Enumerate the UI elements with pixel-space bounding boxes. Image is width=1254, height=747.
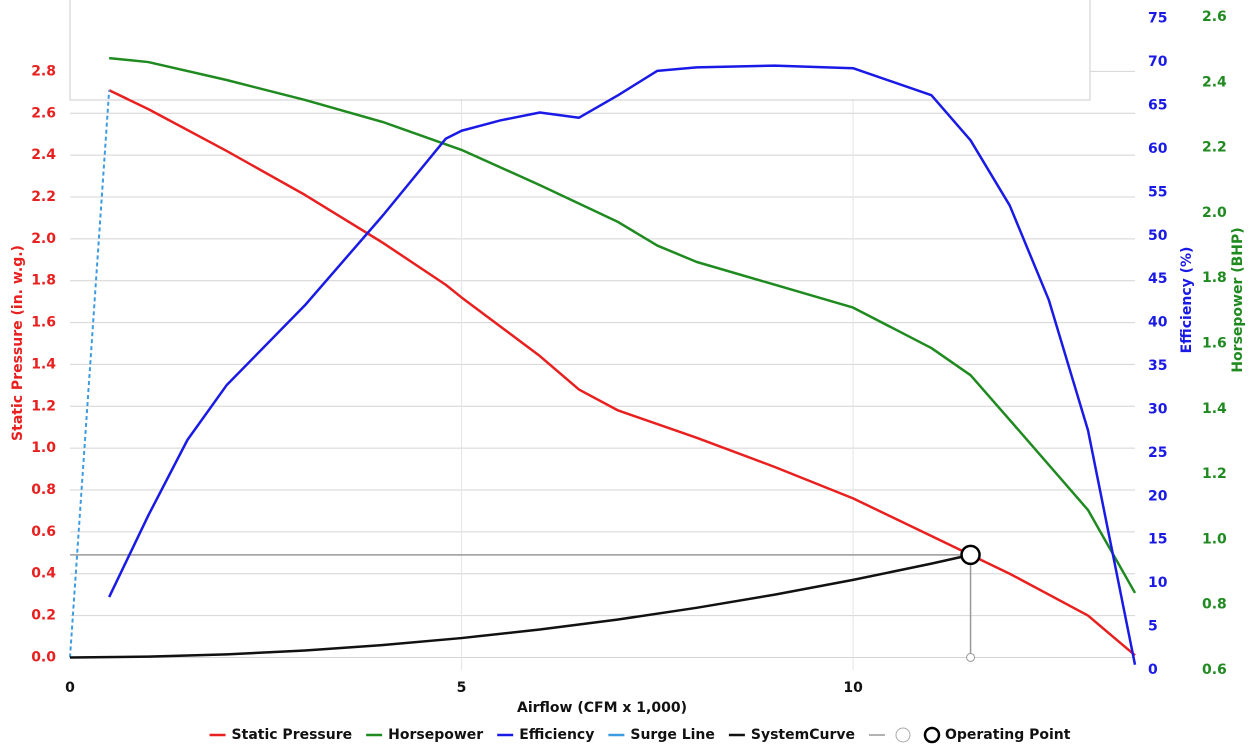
series-line bbox=[69, 553, 971, 659]
legend-label: Static Pressure bbox=[232, 727, 353, 743]
y2-tick-label: 60 bbox=[1148, 141, 1168, 157]
legend-label: Efficiency bbox=[519, 727, 594, 743]
y3-tick-label: 2.2 bbox=[1202, 140, 1227, 156]
x-tick-label: 0 bbox=[65, 680, 75, 696]
y3-tick-label: 0.8 bbox=[1202, 597, 1227, 613]
y2-tick-label: 10 bbox=[1148, 575, 1168, 591]
y3-tick-label: 1.8 bbox=[1202, 270, 1227, 286]
y3-tick-label: 2.0 bbox=[1202, 205, 1227, 221]
y-tick-label: 0.8 bbox=[31, 482, 56, 498]
y3-tick-label: 1.4 bbox=[1202, 401, 1227, 417]
y2-tick-label: 65 bbox=[1148, 98, 1167, 114]
y2-tick-label: 5 bbox=[1148, 619, 1158, 635]
y2-tick-label: 55 bbox=[1148, 184, 1167, 200]
y-tick-label: 1.2 bbox=[31, 398, 56, 414]
y-tick-label: 2.6 bbox=[31, 105, 56, 121]
y2-tick-label: 45 bbox=[1148, 271, 1167, 287]
guide-point bbox=[966, 652, 976, 662]
series-line bbox=[109, 56, 1137, 594]
y-tick-label: 2.2 bbox=[31, 189, 56, 205]
y-tick-label: 0.4 bbox=[31, 566, 56, 582]
x-tick-label: 10 bbox=[843, 680, 863, 696]
y2-tick-label: 35 bbox=[1148, 358, 1167, 374]
y3-tick-label: 0.6 bbox=[1202, 662, 1227, 678]
y2-tick-label: 70 bbox=[1148, 54, 1168, 70]
y3-tick-label: 2.6 bbox=[1202, 9, 1227, 25]
y2-tick-label: 40 bbox=[1148, 315, 1168, 331]
y3-tick-label: 2.4 bbox=[1202, 74, 1227, 90]
legend-swatch bbox=[895, 727, 911, 743]
y-tick-label: 2.0 bbox=[31, 231, 56, 247]
y-tick-label: 1.6 bbox=[31, 315, 56, 331]
x-tick-label: 5 bbox=[457, 680, 467, 696]
x-axis-title: Airflow (CFM x 1,000) bbox=[517, 700, 687, 716]
legend-label: Horsepower bbox=[388, 727, 483, 743]
y2-tick-label: 25 bbox=[1148, 445, 1167, 461]
y2-tick-label: 30 bbox=[1148, 401, 1168, 417]
legend-label: Surge Line bbox=[630, 727, 715, 743]
series-line bbox=[108, 89, 1136, 657]
overlay-box bbox=[69, 0, 1091, 101]
y3-tick-label: 1.2 bbox=[1202, 466, 1227, 482]
series-line bbox=[108, 64, 1137, 666]
y-tick-label: 2.8 bbox=[31, 63, 56, 79]
y-tick-label: 0.6 bbox=[31, 524, 56, 540]
y2-tick-label: 0 bbox=[1148, 662, 1158, 678]
y3-tick-label: 1.0 bbox=[1202, 531, 1227, 547]
y-tick-label: 2.4 bbox=[31, 147, 56, 163]
y2-tick-label: 20 bbox=[1148, 488, 1168, 504]
y-axis-title: Static Pressure (in. w.g.) bbox=[10, 245, 26, 441]
legend-label: SystemCurve bbox=[751, 727, 855, 743]
y-tick-label: 1.0 bbox=[31, 440, 56, 456]
y2-tick-label: 50 bbox=[1148, 228, 1168, 244]
legend: Static Pressure Horsepower Efficiency Surge… bbox=[209, 726, 1071, 744]
y3-axis-title: Horsepower (BHP) bbox=[1230, 227, 1246, 372]
y2-tick-label: 75 bbox=[1148, 11, 1167, 27]
y-tick-label: 1.4 bbox=[31, 356, 56, 372]
y-tick-label: 0.2 bbox=[31, 608, 56, 624]
y-tick-label: 0.0 bbox=[31, 649, 56, 665]
legend-swatch bbox=[923, 726, 941, 744]
series-line bbox=[69, 90, 111, 658]
y-tick-label: 1.8 bbox=[31, 273, 56, 289]
y3-tick-label: 1.6 bbox=[1202, 336, 1227, 352]
legend-label: Operating Point bbox=[945, 727, 1071, 743]
y2-tick-label: 15 bbox=[1148, 532, 1167, 548]
y2-axis-title: Efficiency (%) bbox=[1179, 247, 1195, 354]
operating-point bbox=[960, 544, 981, 566]
